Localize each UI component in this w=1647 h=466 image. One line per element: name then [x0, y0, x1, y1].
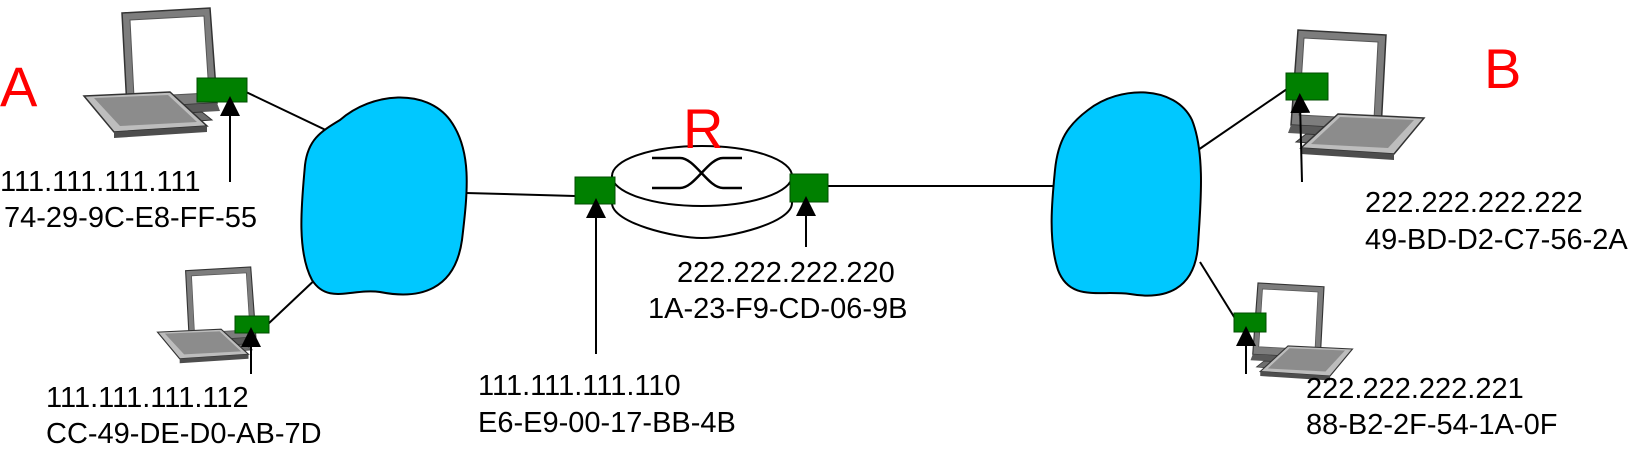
host-a2-mac: CC-49-DE-D0-AB-7D: [46, 418, 322, 450]
link-cloud-right-to-host-b: [1197, 88, 1288, 151]
arrow-host-b: [1290, 93, 1311, 183]
adapter-router-left: [574, 176, 616, 205]
host-b2-ip: 222.222.222.221: [1306, 373, 1524, 405]
link-host-a-to-cloud-left: [245, 91, 333, 134]
address-pointer-arrows: [220, 93, 1311, 374]
adapter-host-b2: [1233, 312, 1267, 333]
network-links: [245, 88, 1288, 326]
router-left-mac: E6-E9-00-17-BB-4B: [478, 407, 736, 439]
network-cloud-right: [1050, 91, 1202, 297]
router-right-mac: 1A-23-F9-CD-06-9B: [648, 293, 907, 325]
host-b-mac: 49-BD-D2-C7-56-2A: [1365, 224, 1628, 256]
adapter-host-b: [1285, 72, 1329, 101]
router-right-ip: 222.222.222.220: [677, 257, 895, 289]
network-cloud-left: [300, 96, 468, 296]
computer-host-a2-icon: [156, 266, 259, 364]
adapter-host-a: [196, 77, 248, 103]
link-cloud-right-to-host-b2: [1199, 261, 1237, 321]
host-a-ip: 111.111.111.111: [0, 166, 201, 198]
router: [611, 145, 793, 240]
link-host-a2-to-cloud-left: [266, 274, 321, 326]
adapter-router-right: [789, 173, 829, 203]
computer-host-a-icon: [83, 7, 221, 139]
host-a-mac: 74-29-9C-E8-FF-55: [4, 202, 257, 234]
adapter-host-a2: [234, 315, 270, 334]
link-cloud-left-to-router: [465, 192, 576, 197]
node-label-router: R: [683, 97, 723, 160]
router-crossing-arrows-icon: [652, 156, 742, 190]
host-b-ip: 222.222.222.222: [1365, 187, 1583, 219]
router-left-ip: 111.111.111.110: [478, 370, 681, 402]
node-label-a: A: [0, 55, 38, 118]
address-labels: 111.111.111.111 74-29-9C-E8-FF-55 111.11…: [0, 166, 1628, 450]
host-b2-mac: 88-B2-2F-54-1A-0F: [1306, 409, 1557, 441]
host-a2-ip: 111.111.111.112: [46, 382, 249, 414]
node-label-b: B: [1484, 37, 1521, 100]
